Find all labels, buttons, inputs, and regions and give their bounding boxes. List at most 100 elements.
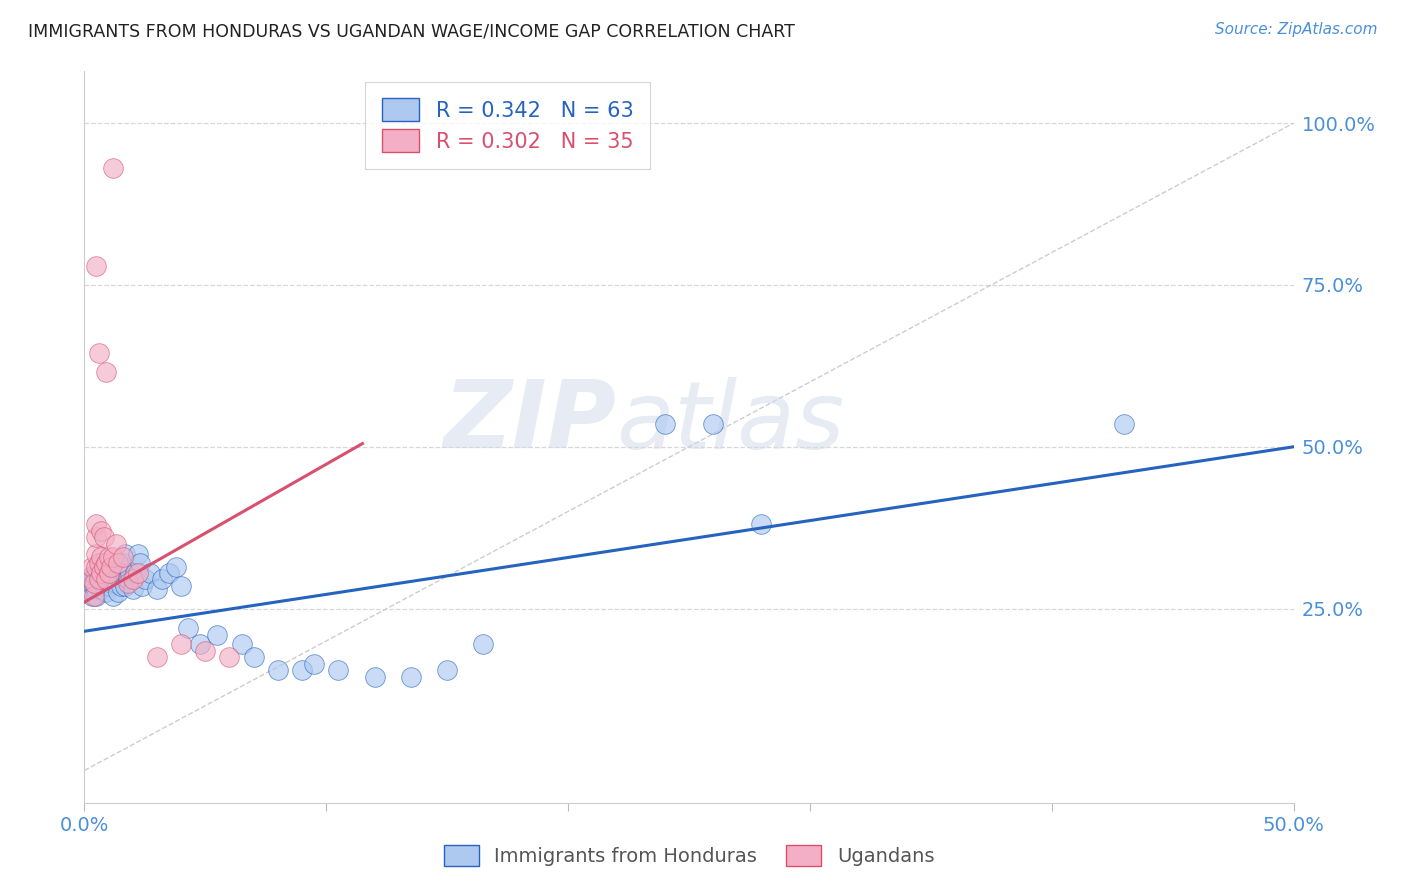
Point <box>104 575 127 590</box>
Point <box>112 557 135 571</box>
Point <box>103 161 125 176</box>
Point <box>94 365 117 379</box>
Point <box>104 566 127 580</box>
Point <box>472 637 495 651</box>
Point <box>94 585 117 599</box>
Point <box>107 585 129 599</box>
Point <box>100 563 122 577</box>
Text: IMMIGRANTS FROM HONDURAS VS UGANDAN WAGE/INCOME GAP CORRELATION CHART: IMMIGRANTS FROM HONDURAS VS UGANDAN WAGE… <box>28 22 794 40</box>
Point <box>83 579 105 593</box>
Point <box>93 530 115 544</box>
Point <box>83 573 105 587</box>
Point <box>86 569 108 583</box>
Point <box>363 669 385 683</box>
Point <box>291 663 314 677</box>
Point <box>127 566 149 580</box>
Point <box>702 417 724 431</box>
Point <box>90 573 112 587</box>
Point <box>165 559 187 574</box>
Point <box>93 579 115 593</box>
Point <box>127 547 149 561</box>
Point <box>103 559 125 574</box>
Point <box>90 566 112 580</box>
Point <box>190 637 212 651</box>
Point <box>93 559 115 574</box>
Point <box>103 589 125 603</box>
Point <box>146 582 169 597</box>
Point <box>90 582 112 597</box>
Point <box>94 569 117 583</box>
Point <box>120 566 142 580</box>
Point <box>751 517 773 532</box>
Point <box>104 537 127 551</box>
Point <box>114 547 136 561</box>
Point <box>87 557 110 571</box>
Point <box>242 650 264 665</box>
Point <box>654 417 676 431</box>
Point <box>107 569 129 583</box>
Point <box>86 547 108 561</box>
Point <box>170 637 193 651</box>
Point <box>121 573 143 587</box>
Point <box>114 579 136 593</box>
Point <box>110 579 132 593</box>
Legend: Immigrants from Honduras, Ugandans: Immigrants from Honduras, Ugandans <box>436 837 942 873</box>
Point <box>131 579 153 593</box>
Point <box>112 569 135 583</box>
Point <box>1114 417 1136 431</box>
Point <box>97 573 120 587</box>
Point <box>97 549 120 564</box>
Point <box>90 557 112 571</box>
Point <box>194 643 217 657</box>
Point <box>86 530 108 544</box>
Point <box>328 663 350 677</box>
Point <box>129 557 152 571</box>
Point <box>100 559 122 574</box>
Point <box>80 559 103 574</box>
Point <box>97 579 120 593</box>
Point <box>103 549 125 564</box>
Text: ZIP: ZIP <box>443 376 616 468</box>
Point <box>218 650 240 665</box>
Point <box>80 589 103 603</box>
Point <box>177 621 200 635</box>
Point <box>100 575 122 590</box>
Point <box>94 573 117 587</box>
Point <box>80 569 103 583</box>
Point <box>107 557 129 571</box>
Point <box>97 566 120 580</box>
Point <box>124 566 146 580</box>
Point <box>94 557 117 571</box>
Point <box>90 549 112 564</box>
Point <box>146 650 169 665</box>
Point <box>436 663 458 677</box>
Point <box>302 657 325 671</box>
Point <box>121 582 143 597</box>
Point <box>87 563 110 577</box>
Point <box>117 573 139 587</box>
Point <box>157 566 180 580</box>
Point <box>90 524 112 538</box>
Point <box>138 566 160 580</box>
Point <box>399 669 422 683</box>
Point <box>86 559 108 574</box>
Point <box>87 573 110 587</box>
Point <box>97 569 120 583</box>
Point <box>80 573 103 587</box>
Point <box>267 663 290 677</box>
Point <box>86 582 108 597</box>
Point <box>134 573 156 587</box>
Point <box>112 549 135 564</box>
Point <box>87 573 110 587</box>
Point <box>83 575 105 590</box>
Text: atlas: atlas <box>616 377 845 468</box>
Point <box>83 589 105 603</box>
Point <box>86 589 108 603</box>
Point <box>207 627 229 641</box>
Point <box>170 579 193 593</box>
Text: Source: ZipAtlas.com: Source: ZipAtlas.com <box>1215 22 1378 37</box>
Point <box>87 346 110 360</box>
Point <box>77 582 100 597</box>
Point <box>110 559 132 574</box>
Point <box>231 637 253 651</box>
